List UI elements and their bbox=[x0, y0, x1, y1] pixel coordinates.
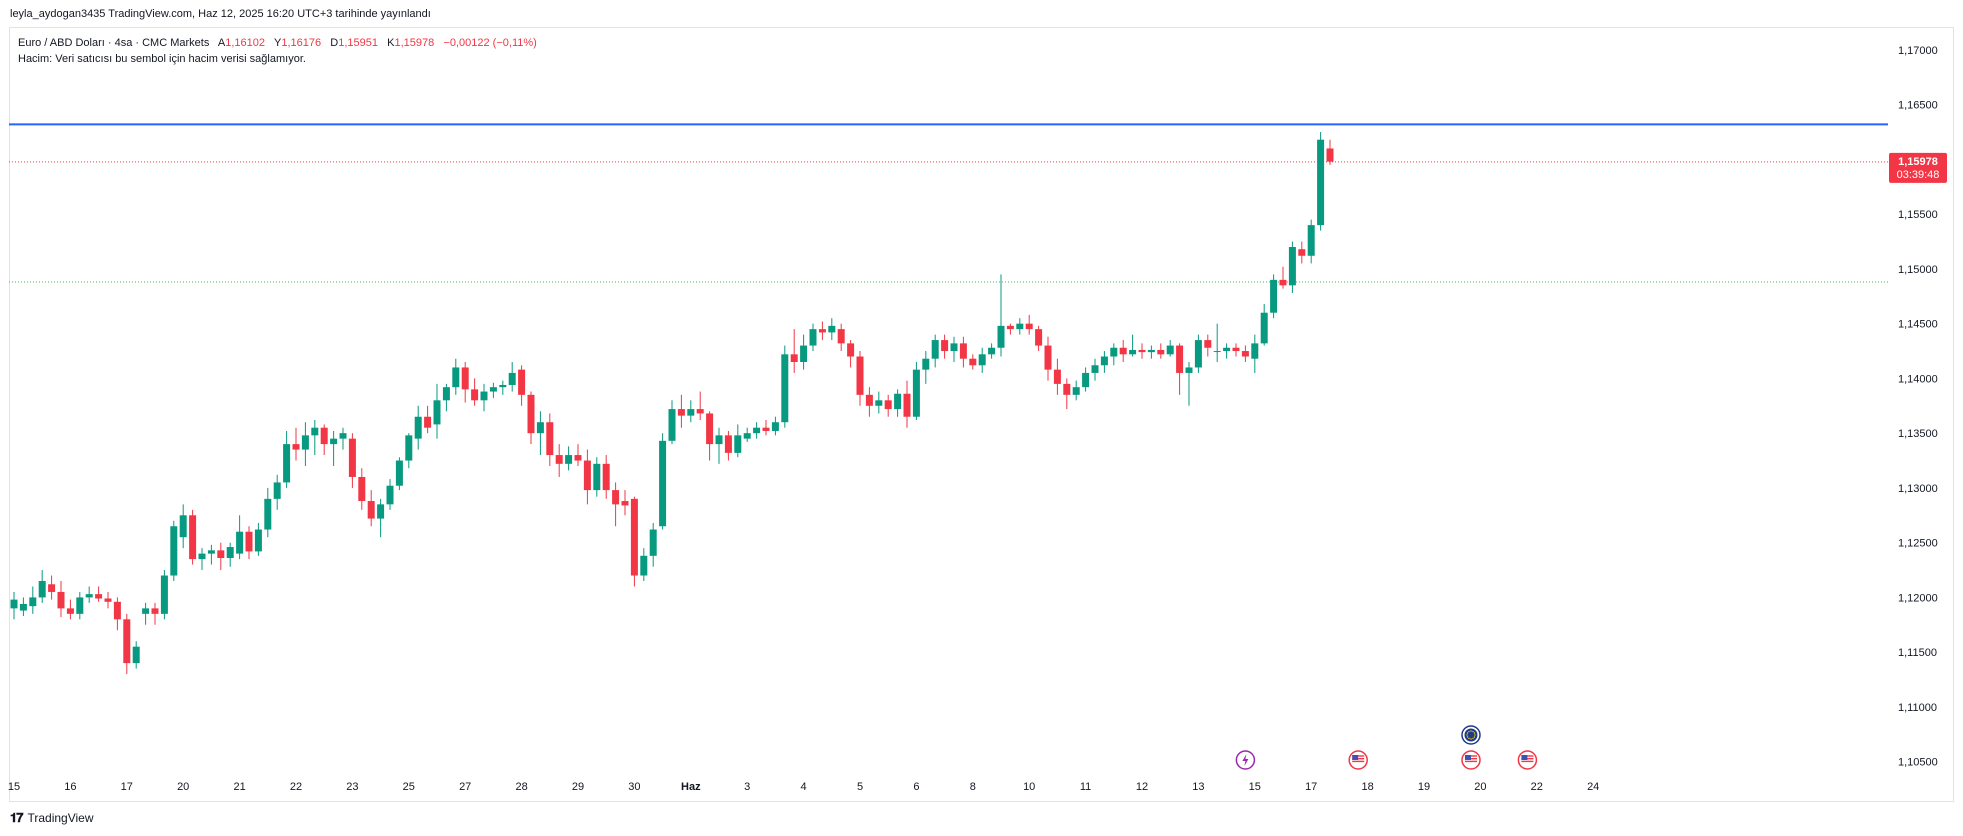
open-label: A bbox=[217, 37, 226, 49]
tradingview-logo-icon: 𝟏𝟕 bbox=[10, 810, 24, 825]
footer-brand-label: TradingView bbox=[27, 811, 94, 825]
symbol-title[interactable]: Euro / ABD Doları · 4sa · CMC Markets bbox=[18, 37, 210, 49]
chart-legend: Euro / ABD Doları · 4sa · CMC Markets A1… bbox=[18, 35, 537, 67]
high-value: 1,16176 bbox=[281, 37, 322, 49]
ohlc-row: Euro / ABD Doları · 4sa · CMC Markets A1… bbox=[18, 35, 537, 51]
publish-info: leyla_aydogan3435 TradingView.com, Haz 1… bbox=[10, 8, 431, 20]
close-label: K bbox=[387, 37, 395, 49]
change-value: −0,00122 (−0,11%) bbox=[443, 37, 537, 49]
chart-frame bbox=[9, 27, 1954, 802]
open-value: 1,16102 bbox=[225, 37, 265, 49]
high-label: Y bbox=[273, 37, 282, 49]
low-value: 1,15951 bbox=[338, 37, 378, 49]
low-label: D bbox=[330, 37, 339, 49]
volume-note: Hacim: Veri satıcısı bu sembol için haci… bbox=[18, 53, 306, 65]
close-value: 1,15978 bbox=[394, 37, 435, 49]
footer-brand[interactable]: 𝟏𝟕 TradingView bbox=[10, 810, 94, 826]
